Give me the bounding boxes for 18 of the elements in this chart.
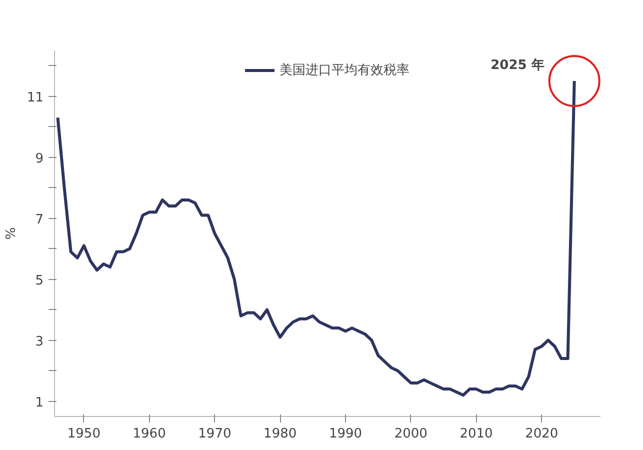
x-tick-label: 2000	[394, 426, 428, 442]
y-tick-label: 11	[26, 90, 44, 106]
x-tick-label: 1950	[67, 426, 100, 442]
annotation: 2025 年	[490, 58, 544, 73]
y-axis-title: %	[4, 227, 19, 240]
x-tick-label: 1970	[198, 426, 232, 442]
y-tick-label: 3	[35, 334, 44, 350]
x-tick-label: 1960	[132, 426, 166, 442]
y-tick-label: 5	[35, 273, 44, 288]
y-tick-label: 7	[35, 212, 44, 228]
x-tick-label: 2010	[460, 426, 493, 442]
y-tick-label: 1	[35, 395, 44, 410]
x-tick-label: 1990	[328, 426, 362, 442]
legend-label: 美国进口平均有效税率	[280, 62, 410, 79]
x-tick-label: 1980	[264, 426, 297, 442]
y-tick-label: 9	[35, 151, 44, 166]
x-tick-label: 2020	[525, 426, 558, 442]
line-series	[56, 80, 576, 397]
